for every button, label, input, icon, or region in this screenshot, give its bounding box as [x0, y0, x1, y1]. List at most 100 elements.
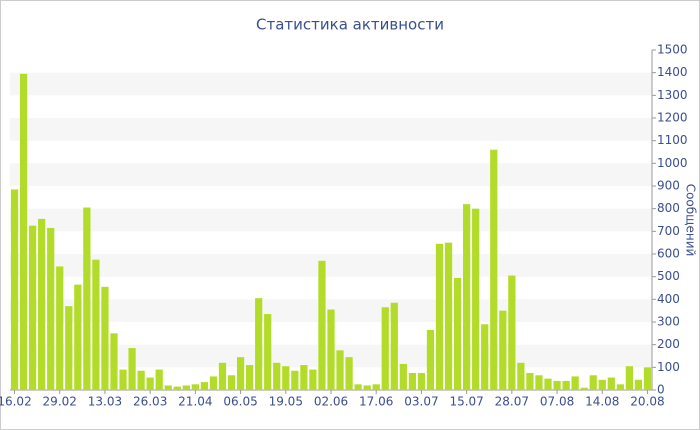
bar — [38, 218, 46, 390]
bar — [517, 362, 525, 390]
x-tick-label: 29.02 — [43, 395, 77, 409]
bar — [209, 376, 218, 390]
grid-band — [10, 163, 652, 186]
bar — [327, 309, 335, 390]
bar — [544, 378, 552, 390]
x-tick-label: 15.07 — [449, 395, 483, 409]
bar — [227, 375, 236, 390]
bar — [110, 333, 118, 390]
y-tick-label: 600 — [657, 247, 680, 261]
bar — [417, 373, 426, 390]
bar — [463, 204, 471, 390]
x-tick-label: 21.04 — [178, 395, 212, 409]
bar — [119, 369, 127, 390]
x-tick-label: 28.07 — [495, 395, 529, 409]
bar — [589, 375, 597, 390]
bar — [200, 382, 209, 390]
bar — [236, 357, 245, 390]
bar — [571, 376, 579, 390]
y-tick-label: 800 — [657, 201, 680, 215]
bar — [472, 208, 480, 390]
bar — [28, 225, 37, 390]
chart-title: Статистика активности — [256, 16, 444, 34]
bar — [490, 149, 498, 390]
bar — [634, 379, 643, 390]
y-tick-label: 100 — [657, 360, 680, 374]
grid-band — [10, 254, 652, 277]
bar — [182, 385, 190, 390]
bar — [65, 306, 73, 390]
bar — [19, 73, 28, 391]
x-tick-label: 03.07 — [404, 395, 438, 409]
bar — [155, 369, 163, 390]
bar — [499, 310, 507, 390]
x-tick-label: 26.03 — [133, 395, 167, 409]
x-tick-label: 17.06 — [359, 395, 393, 409]
bar — [164, 385, 172, 390]
bar — [453, 277, 462, 390]
y-tick-label: 1000 — [657, 156, 688, 170]
bar — [426, 329, 435, 390]
bar — [598, 379, 606, 390]
bar — [607, 377, 615, 390]
bar — [616, 384, 624, 390]
bar — [481, 324, 489, 390]
bar — [372, 384, 380, 390]
x-tick-label: 19.05 — [269, 395, 303, 409]
x-tick-label: 14.08 — [585, 395, 619, 409]
x-tick-label: 13.03 — [88, 395, 122, 409]
bar — [535, 375, 543, 390]
bar — [246, 365, 254, 390]
bar — [300, 365, 308, 390]
y-tick-label: 900 — [657, 179, 680, 193]
x-tick-label: 02.06 — [314, 395, 348, 409]
y-tick-label: 500 — [657, 269, 680, 283]
bar — [191, 384, 199, 390]
y-tick-label: 1500 — [657, 43, 688, 57]
bar — [435, 243, 444, 390]
bar — [336, 350, 344, 390]
bar — [309, 369, 317, 390]
bar — [47, 227, 55, 390]
bar — [580, 387, 588, 390]
bar — [264, 314, 272, 390]
bar — [399, 363, 407, 390]
bar — [83, 207, 91, 390]
y-tick-label: 1100 — [657, 133, 688, 147]
bar — [354, 384, 362, 390]
bar — [255, 298, 263, 390]
grid-band — [10, 72, 652, 96]
y-tick-label: 1400 — [657, 65, 688, 79]
bar — [318, 260, 326, 390]
bar — [625, 366, 634, 390]
x-tick-label: 06.05 — [223, 395, 257, 409]
bar — [146, 377, 154, 390]
x-tick-label: 20.08 — [630, 395, 664, 409]
grid-band — [10, 208, 652, 232]
bar — [508, 275, 516, 390]
x-tick-label: 16.02 — [0, 395, 32, 409]
x-tick-label: 07.08 — [540, 395, 574, 409]
bar — [345, 357, 353, 390]
bar — [137, 370, 145, 390]
bar — [526, 373, 534, 390]
bar — [363, 385, 371, 390]
y-tick-label: 1200 — [657, 111, 688, 125]
y-tick-label: 0 — [657, 383, 665, 397]
bar — [390, 302, 398, 390]
bar — [173, 386, 181, 390]
bar — [101, 286, 109, 390]
y-tick-label: 1300 — [657, 88, 688, 102]
bar — [408, 373, 416, 390]
bar — [56, 266, 64, 390]
bar — [643, 367, 652, 390]
bar — [562, 380, 570, 390]
grid-band — [10, 118, 652, 141]
bar — [291, 370, 299, 390]
bar — [128, 348, 136, 390]
bar — [218, 362, 227, 390]
y-axis-label: Сообщений — [684, 184, 698, 257]
bar — [553, 380, 561, 390]
y-tick-label: 300 — [657, 315, 680, 329]
